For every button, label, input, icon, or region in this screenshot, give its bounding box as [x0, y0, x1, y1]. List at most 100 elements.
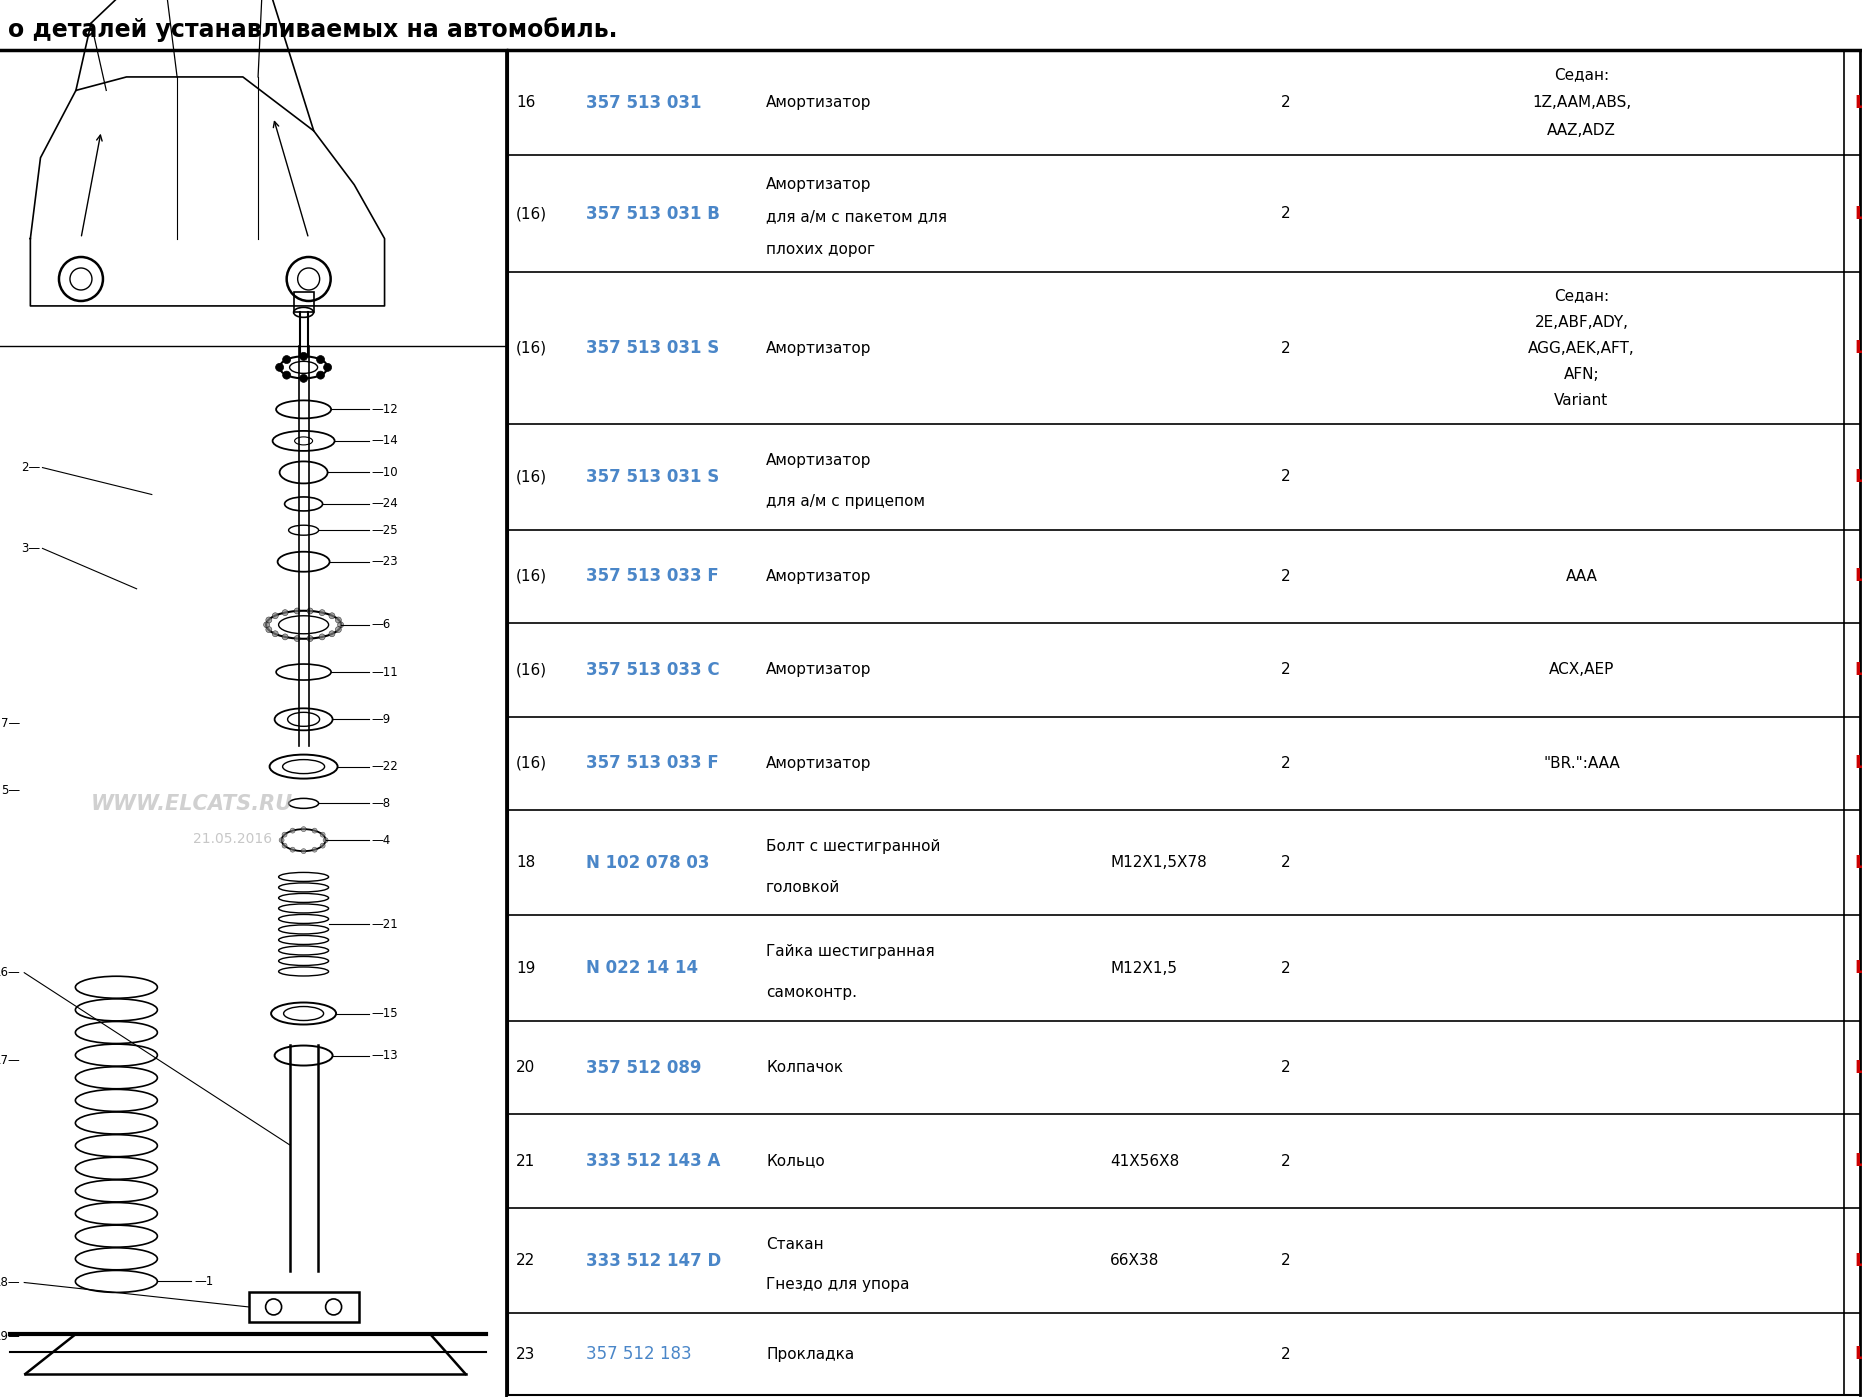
Text: 357 513 033 F: 357 513 033 F: [587, 567, 719, 585]
Text: —9: —9: [372, 712, 391, 726]
Circle shape: [300, 352, 307, 360]
Text: 19: 19: [516, 961, 536, 975]
Text: 333 512 143 A: 333 512 143 A: [587, 1153, 721, 1171]
Text: 17—: 17—: [0, 1053, 20, 1067]
Text: AAA: AAA: [1566, 569, 1598, 584]
Text: 1Z,AAM,ABS,: 1Z,AAM,ABS,: [1532, 95, 1631, 110]
Text: 2: 2: [1281, 1154, 1290, 1168]
Text: 23: 23: [516, 1347, 536, 1362]
Circle shape: [276, 363, 283, 372]
Text: 3—: 3—: [20, 542, 41, 555]
Text: для а/м с пакетом для: для а/м с пакетом для: [765, 210, 948, 225]
Text: 41X56X8: 41X56X8: [1110, 1154, 1179, 1168]
Text: 18—: 18—: [0, 1275, 20, 1289]
Circle shape: [317, 356, 324, 363]
Circle shape: [324, 363, 331, 372]
Text: L: L: [1855, 1059, 1862, 1077]
Text: 2: 2: [1281, 207, 1290, 221]
Text: "BR.":AAA: "BR.":AAA: [1544, 756, 1620, 771]
Text: —12: —12: [372, 402, 398, 416]
Text: 2: 2: [1281, 95, 1290, 110]
Text: N 022 14 14: N 022 14 14: [587, 960, 698, 977]
Text: 357 513 031 B: 357 513 031 B: [587, 205, 721, 222]
Text: 5—: 5—: [2, 784, 20, 798]
Text: 2: 2: [1281, 662, 1290, 678]
Text: для а/м с прицепом: для а/м с прицепом: [765, 493, 925, 509]
Text: 18: 18: [516, 855, 534, 870]
Text: Амортизатор: Амортизатор: [765, 662, 871, 678]
Text: L: L: [1855, 1252, 1862, 1270]
Circle shape: [283, 634, 289, 640]
Circle shape: [300, 374, 307, 383]
Circle shape: [290, 828, 294, 833]
Text: 2E,ABF,ADY,: 2E,ABF,ADY,: [1534, 314, 1629, 330]
Text: M12X1,5X78: M12X1,5X78: [1110, 855, 1207, 870]
Circle shape: [272, 631, 277, 637]
Text: 21: 21: [516, 1154, 534, 1168]
Text: 16—: 16—: [0, 967, 20, 979]
Text: —6: —6: [372, 619, 391, 631]
Text: AAZ,ADZ: AAZ,ADZ: [1547, 123, 1616, 138]
Text: L: L: [1855, 661, 1862, 679]
Text: 357 513 031 S: 357 513 031 S: [587, 339, 719, 358]
Text: 20: 20: [516, 1060, 534, 1076]
Text: N 102 078 03: N 102 078 03: [587, 854, 709, 872]
Text: плохих дорог: плохих дорог: [765, 242, 875, 257]
Bar: [250, 1292, 359, 1322]
Text: (16): (16): [516, 207, 547, 221]
Text: L: L: [1855, 205, 1862, 222]
Circle shape: [307, 636, 313, 641]
Text: Амортизатор: Амортизатор: [765, 95, 871, 110]
Text: AFN;: AFN;: [1564, 367, 1599, 381]
Circle shape: [281, 844, 287, 848]
Text: L: L: [1855, 567, 1862, 585]
Text: M12X1,5: M12X1,5: [1110, 961, 1177, 975]
Text: Седан:: Седан:: [1555, 67, 1609, 82]
Circle shape: [320, 844, 326, 848]
Text: 357 513 031 S: 357 513 031 S: [587, 468, 719, 486]
Text: 2: 2: [1281, 756, 1290, 771]
Text: —1: —1: [194, 1275, 214, 1288]
Text: 333 512 147 D: 333 512 147 D: [587, 1252, 721, 1270]
Text: 2: 2: [1281, 341, 1290, 356]
Text: L: L: [1855, 1153, 1862, 1171]
Text: —4: —4: [372, 834, 391, 847]
Text: (16): (16): [516, 756, 547, 771]
Circle shape: [337, 622, 344, 627]
Text: 2: 2: [1281, 961, 1290, 975]
Text: —14: —14: [372, 434, 398, 447]
Circle shape: [272, 613, 277, 619]
Circle shape: [318, 634, 326, 640]
Text: —13: —13: [372, 1049, 398, 1062]
Circle shape: [283, 609, 289, 616]
Text: 2: 2: [1281, 855, 1290, 870]
Circle shape: [330, 613, 335, 619]
Circle shape: [283, 356, 290, 363]
Circle shape: [283, 372, 290, 379]
Text: —22: —22: [372, 760, 398, 773]
Text: Болт с шестигранной: Болт с шестигранной: [765, 840, 940, 854]
Circle shape: [302, 827, 305, 831]
Text: 19—: 19—: [0, 1330, 20, 1343]
Text: L: L: [1855, 754, 1862, 773]
Text: AGG,AEK,AFT,: AGG,AEK,AFT,: [1529, 341, 1635, 356]
Circle shape: [330, 631, 335, 637]
Text: 2: 2: [1281, 569, 1290, 584]
Text: 2: 2: [1281, 469, 1290, 485]
Text: 357 512 089: 357 512 089: [587, 1059, 702, 1077]
Circle shape: [302, 848, 305, 854]
Text: (16): (16): [516, 662, 547, 678]
Text: —21: —21: [372, 918, 398, 930]
Text: L: L: [1855, 339, 1862, 358]
Circle shape: [335, 617, 341, 623]
Text: о деталей устанавливаемых на автомобиль.: о деталей устанавливаемых на автомобиль.: [7, 18, 618, 42]
Text: Амортизатор: Амортизатор: [765, 453, 871, 468]
Text: Прокладка: Прокладка: [765, 1347, 855, 1362]
Bar: [294, 292, 313, 313]
Text: 357 513 033 F: 357 513 033 F: [587, 754, 719, 773]
Text: L: L: [1855, 960, 1862, 977]
Circle shape: [335, 626, 341, 633]
Text: —11: —11: [372, 665, 398, 679]
Text: 16: 16: [516, 95, 536, 110]
Text: —15: —15: [372, 1007, 398, 1020]
